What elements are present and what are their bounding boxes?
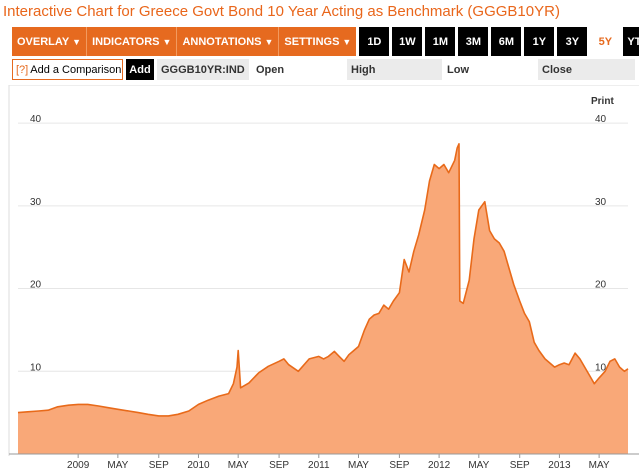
y-tick-label-right: 10 [595, 362, 607, 373]
x-tick-label: MAY [228, 460, 249, 471]
x-tick-label: MAY [107, 460, 128, 471]
range-1m-button[interactable]: 1M [425, 27, 456, 56]
series-line [17, 143, 629, 417]
high-value: High [347, 59, 442, 80]
caret-down-icon: ▼ [162, 36, 172, 47]
annotations-menu-button[interactable]: ANNOTATIONS ▼ [177, 27, 280, 56]
y-tick-label-left: 30 [30, 197, 42, 208]
indicators-menu-button[interactable]: INDICATORS ▼ [87, 27, 178, 56]
x-tick-label: SEP [149, 460, 169, 471]
y-tick-label-right: 40 [595, 114, 607, 125]
chart-toolbar: OVERLAY ▼ INDICATORS ▼ ANNOTATIONS ▼ SET… [12, 27, 639, 56]
add-comparison-button[interactable]: Add [126, 59, 154, 80]
comparison-input[interactable]: [?] Add a Comparison [12, 59, 123, 80]
y-tick-label-left: 40 [30, 114, 42, 125]
low-value: Low [443, 59, 537, 80]
menu-group: OVERLAY ▼ INDICATORS ▼ ANNOTATIONS ▼ SET… [12, 27, 357, 56]
caret-down-icon: ▼ [264, 36, 274, 47]
x-tick-label: 2010 [187, 460, 210, 471]
range-1y-button[interactable]: 1Y [524, 27, 555, 56]
page-title: Interactive Chart for Greece Govt Bond 1… [3, 3, 560, 20]
comparison-placeholder: Add a Comparison [30, 63, 122, 76]
y-tick-label-right: 30 [595, 197, 607, 208]
chart-canvas[interactable]: 10 10 20 20 30 30 40 40 2009 MAY SEP 2010 MAY SEP 2011… [0, 85, 639, 473]
comparison-row: [?] Add a Comparison Add GGGB10YR:IND Op… [12, 59, 635, 80]
y-tick-label-left: 20 [30, 280, 42, 291]
series-area [18, 143, 628, 455]
range-1d-button[interactable]: 1D [359, 27, 390, 56]
x-tick-label: SEP [389, 460, 409, 471]
settings-menu-label: SETTINGS [284, 35, 340, 48]
x-tick-label: MAY [348, 460, 369, 471]
close-value: Close [538, 59, 635, 80]
x-tick-label: 2009 [67, 460, 90, 471]
range-6m-button[interactable]: 6M [491, 27, 522, 56]
annotations-menu-label: ANNOTATIONS [182, 35, 262, 48]
time-range-group: 1D 1W 1M 3M 6M 1Y 3Y 5Y YTD [359, 27, 639, 56]
ticker-symbol: GGGB10YR:IND [157, 59, 249, 80]
help-icon[interactable]: [?] [16, 63, 29, 76]
x-tick-label: 2013 [548, 460, 571, 471]
caret-down-icon: ▼ [342, 36, 352, 47]
caret-down-icon: ▼ [72, 36, 82, 47]
x-tick-label: MAY [468, 460, 489, 471]
overlay-menu-label: OVERLAY [17, 35, 70, 48]
range-ytd-button[interactable]: YTD [623, 27, 639, 56]
print-link[interactable]: Print [591, 96, 614, 107]
range-1w-button[interactable]: 1W [392, 27, 423, 56]
range-3m-button[interactable]: 3M [458, 27, 489, 56]
y-tick-label-left: 10 [30, 362, 42, 373]
x-tick-label: SEP [269, 460, 289, 471]
x-tick-label: 2011 [308, 460, 330, 471]
y-tick-label-right: 20 [595, 280, 607, 291]
overlay-menu-button[interactable]: OVERLAY ▼ [12, 27, 88, 56]
range-3y-button[interactable]: 3Y [557, 27, 588, 56]
chart-area[interactable]: 10 10 20 20 30 30 40 40 2009 MAY SEP 2010 MAY SEP 2011… [0, 85, 639, 473]
indicators-menu-label: INDICATORS [92, 35, 160, 48]
x-tick-label: 2012 [428, 460, 451, 471]
range-5y-button[interactable]: 5Y [590, 27, 621, 56]
x-tick-label: MAY [589, 460, 610, 471]
open-value: Open [252, 59, 346, 80]
x-tick-label: SEP [510, 460, 530, 471]
settings-menu-button[interactable]: SETTINGS ▼ [279, 27, 356, 56]
